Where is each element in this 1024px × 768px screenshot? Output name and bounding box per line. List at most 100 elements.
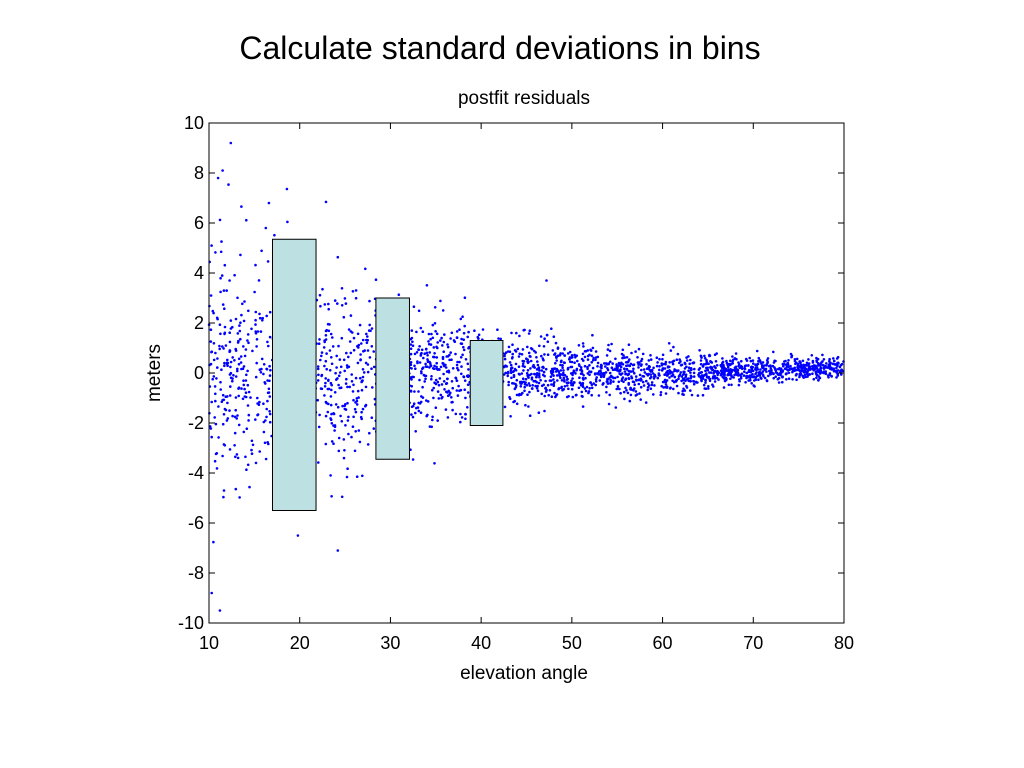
scatter-point <box>345 475 349 479</box>
scatter-point <box>583 387 587 390</box>
scatter-point <box>533 372 537 376</box>
scatter-point <box>352 336 356 340</box>
scatter-point <box>725 359 728 363</box>
scatter-point <box>607 362 610 366</box>
scatter-point <box>632 367 635 371</box>
scatter-point <box>819 366 823 370</box>
scatter-point <box>743 367 747 371</box>
scatter-point <box>445 355 449 358</box>
scatter-point <box>610 366 614 370</box>
scatter-point <box>346 385 349 389</box>
scatter-point <box>352 348 356 352</box>
scatter-point <box>723 371 726 374</box>
x-tick-label: 70 <box>743 633 763 653</box>
scatter-point <box>262 402 265 406</box>
scatter-point <box>239 337 242 341</box>
scatter-point <box>779 372 783 375</box>
scatter-point <box>692 361 695 365</box>
scatter-point <box>433 355 436 359</box>
scatter-point <box>664 383 668 386</box>
scatter-point <box>323 394 326 397</box>
scatter-point <box>605 385 608 389</box>
scatter-point <box>682 393 685 397</box>
scatter-point <box>518 352 521 356</box>
scatter-point <box>803 366 806 370</box>
bin-std-box <box>375 297 410 460</box>
scatter-point <box>255 345 258 348</box>
scatter-point <box>366 349 370 352</box>
scatter-point <box>508 350 512 354</box>
scatter-point <box>261 319 264 322</box>
scatter-point <box>754 378 758 382</box>
scatter-point <box>645 379 648 383</box>
scatter-point <box>543 394 546 398</box>
scatter-point <box>732 376 735 379</box>
scatter-point <box>742 374 746 377</box>
scatter-point <box>649 358 653 361</box>
scatter-point <box>684 379 687 383</box>
scatter-point <box>236 332 240 335</box>
scatter-point <box>355 403 359 406</box>
scatter-point <box>438 377 442 380</box>
scatter-point <box>544 390 548 393</box>
scatter-point <box>572 381 576 384</box>
scatter-point <box>743 370 746 374</box>
scatter-point <box>517 372 521 376</box>
y-tick-label: 4 <box>194 263 204 283</box>
scatter-point <box>356 361 360 365</box>
scatter-point <box>553 352 557 355</box>
scatter-point <box>458 360 461 364</box>
scatter-point <box>698 349 701 352</box>
scatter-point <box>679 371 683 374</box>
scatter-point <box>535 368 539 371</box>
scatter-point <box>604 371 608 374</box>
scatter-point <box>627 369 631 373</box>
scatter-point <box>434 378 438 382</box>
scatter-point <box>559 363 562 367</box>
scatter-point <box>611 368 615 372</box>
scatter-point <box>697 374 701 378</box>
scatter-point <box>229 141 233 145</box>
scatter-point <box>755 349 759 353</box>
scatter-point <box>679 360 682 363</box>
scatter-point <box>451 408 454 412</box>
scatter-point <box>570 387 574 391</box>
y-tick-label: 6 <box>194 213 204 233</box>
scatter-point <box>637 378 641 382</box>
scatter-point <box>733 368 736 372</box>
scatter-point <box>526 393 529 397</box>
scatter-point <box>459 388 463 392</box>
scatter-point <box>668 376 671 379</box>
scatter-point <box>609 374 613 378</box>
scatter-point <box>559 369 563 372</box>
scatter-point <box>639 364 643 367</box>
scatter-point <box>650 375 653 379</box>
scatter-point <box>689 389 692 392</box>
scatter-point <box>572 369 576 373</box>
scatter-point <box>740 367 744 371</box>
scatter-point <box>535 380 538 384</box>
scatter-point <box>466 406 469 409</box>
scatter-point <box>267 442 270 446</box>
scatter-point <box>333 391 337 394</box>
scatter-point <box>591 333 594 337</box>
scatter-point <box>265 314 269 318</box>
scatter-point <box>410 413 413 416</box>
scatter-point <box>754 363 758 366</box>
scatter-point <box>526 360 529 363</box>
scatter-point <box>777 367 780 371</box>
scatter-point <box>425 351 429 355</box>
scatter-point <box>581 405 585 408</box>
scatter-point <box>798 360 802 363</box>
scatter-point <box>262 430 266 434</box>
scatter-point <box>242 319 246 323</box>
scatter-point <box>646 388 649 392</box>
scatter-point <box>633 387 636 390</box>
scatter-point <box>590 386 594 390</box>
scatter-point <box>266 340 269 344</box>
scatter-point <box>608 371 612 375</box>
scatter-point <box>793 366 797 370</box>
scatter-point <box>431 388 434 392</box>
scatter-point <box>247 309 250 313</box>
scatter-point <box>770 369 773 372</box>
